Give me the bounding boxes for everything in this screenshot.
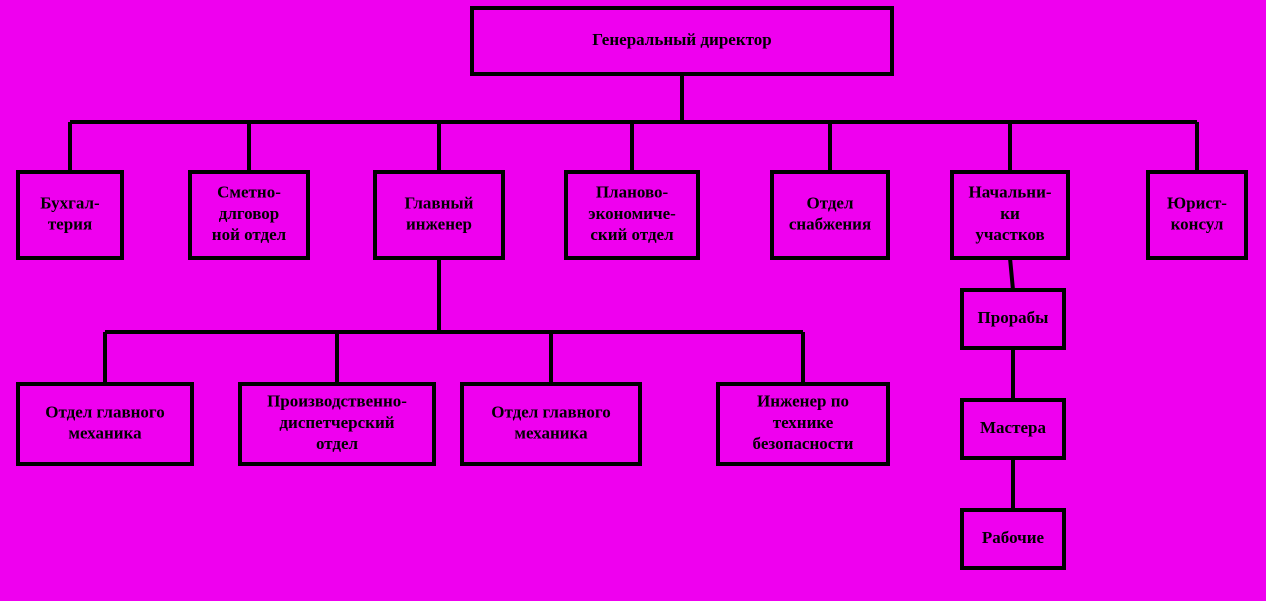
org-node-plan: Планово-экономиче-ский отдел xyxy=(566,172,698,258)
org-node-label: отдел xyxy=(316,434,359,453)
org-node-smet: Сметно-длговор ной отдел xyxy=(190,172,308,258)
org-node-label: ки xyxy=(1000,204,1020,223)
org-node-label: Сметно- xyxy=(217,183,281,202)
org-node-label: инженер xyxy=(406,215,472,234)
org-edge xyxy=(1010,258,1013,290)
org-node-disp: Производственно-диспетчерский отдел xyxy=(240,384,434,464)
org-node-label: Инженер по xyxy=(757,392,849,411)
org-node-label: Начальни- xyxy=(968,183,1051,202)
org-node-eng: Главный инженер xyxy=(375,172,503,258)
org-node-label: Юрист- xyxy=(1167,193,1227,212)
org-node-label: Производственно- xyxy=(267,392,407,411)
org-node-label: терия xyxy=(48,215,92,234)
org-node-label: снабжения xyxy=(789,215,871,234)
org-node-label: Прорабы xyxy=(978,308,1049,327)
org-node-label: участков xyxy=(975,225,1044,244)
org-node-label: ной отдел xyxy=(212,225,287,244)
org-node-mech1: Отдел главного механика xyxy=(18,384,192,464)
org-node-lawyer: Юрист-консул xyxy=(1148,172,1246,258)
org-node-heads: Начальни-ки участков xyxy=(952,172,1068,258)
org-node-label: Отдел главного xyxy=(45,402,164,421)
org-node-label: Отдел xyxy=(806,193,853,212)
org-node-label: Отдел главного xyxy=(491,402,610,421)
org-node-label: Мастера xyxy=(980,418,1046,437)
org-node-mech2: Отдел главного механика xyxy=(462,384,640,464)
org-node-prorab: Прорабы xyxy=(962,290,1064,348)
org-node-supply: Отдел снабжения xyxy=(772,172,888,258)
org-node-worker: Рабочие xyxy=(962,510,1064,568)
org-node-label: механика xyxy=(514,424,588,443)
org-node-label: диспетчерский xyxy=(279,413,394,432)
org-node-label: Бухгал- xyxy=(40,193,100,212)
org-node-label: технике xyxy=(773,413,834,432)
org-node-acc: Бухгал-терия xyxy=(18,172,122,258)
nodes-layer: Генеральный директор Бухгал-терия Сметно-д… xyxy=(18,8,1246,568)
org-node-label: ский отдел xyxy=(590,225,674,244)
org-node-master: Мастера xyxy=(962,400,1064,458)
org-node-label: консул xyxy=(1171,215,1224,234)
org-node-label: экономиче- xyxy=(588,204,676,223)
org-node-label: длговор xyxy=(219,204,280,223)
org-node-safety: Инженер по технике безопасности xyxy=(718,384,888,464)
org-node-label: Генеральный директор xyxy=(592,30,771,49)
org-node-root: Генеральный директор xyxy=(472,8,892,74)
org-node-label: Планово- xyxy=(596,183,669,202)
org-node-label: Главный xyxy=(405,193,474,212)
org-node-label: безопасности xyxy=(753,434,854,453)
org-node-label: Рабочие xyxy=(982,528,1045,547)
org-node-label: механика xyxy=(68,424,142,443)
